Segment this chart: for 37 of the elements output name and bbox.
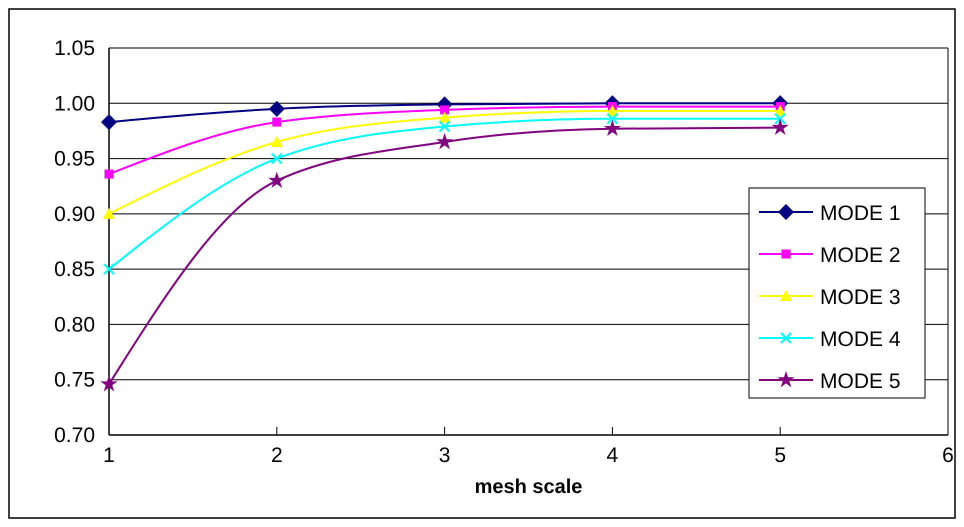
- y-tick-label: 0.95: [54, 148, 95, 171]
- legend-label: MODE 2: [820, 244, 901, 267]
- point: [606, 112, 618, 125]
- x-tick-label: 2: [270, 444, 283, 467]
- y-tick-label: 0.75: [54, 368, 95, 392]
- y-tick-label: 0.80: [54, 313, 95, 336]
- x-axis-title: mesh scale: [474, 476, 582, 498]
- point: [103, 208, 115, 219]
- y-tick-label: 1.05: [54, 37, 95, 60]
- point: [604, 120, 621, 136]
- point: [438, 120, 451, 133]
- point: [268, 172, 286, 188]
- y-tick-label: 1.00: [54, 92, 95, 116]
- point: [436, 133, 454, 150]
- point: [440, 105, 450, 114]
- x-tick-label: 3: [438, 444, 450, 467]
- x-tick-label: 1: [103, 444, 115, 467]
- point: [268, 100, 285, 117]
- y-tick-label: 0.70: [54, 424, 95, 447]
- point: [103, 263, 115, 276]
- point: [272, 118, 282, 127]
- point: [270, 152, 283, 165]
- legend-label: MODE 3: [820, 286, 901, 309]
- y-tick-label: 0.90: [54, 202, 95, 226]
- point: [772, 118, 789, 135]
- x-tick-label: 6: [942, 444, 954, 467]
- y-tick-label: 0.85: [54, 258, 95, 282]
- point: [100, 375, 118, 392]
- x-tick-label: 4: [606, 444, 619, 467]
- x-tick-label: 5: [774, 444, 786, 467]
- point: [104, 170, 114, 179]
- point: [270, 136, 283, 147]
- point: [101, 114, 117, 130]
- legend-label: MODE 5: [820, 370, 901, 393]
- legend-label: MODE 1: [820, 202, 901, 225]
- legend-label: MODE 4: [820, 328, 901, 351]
- point: [774, 112, 786, 125]
